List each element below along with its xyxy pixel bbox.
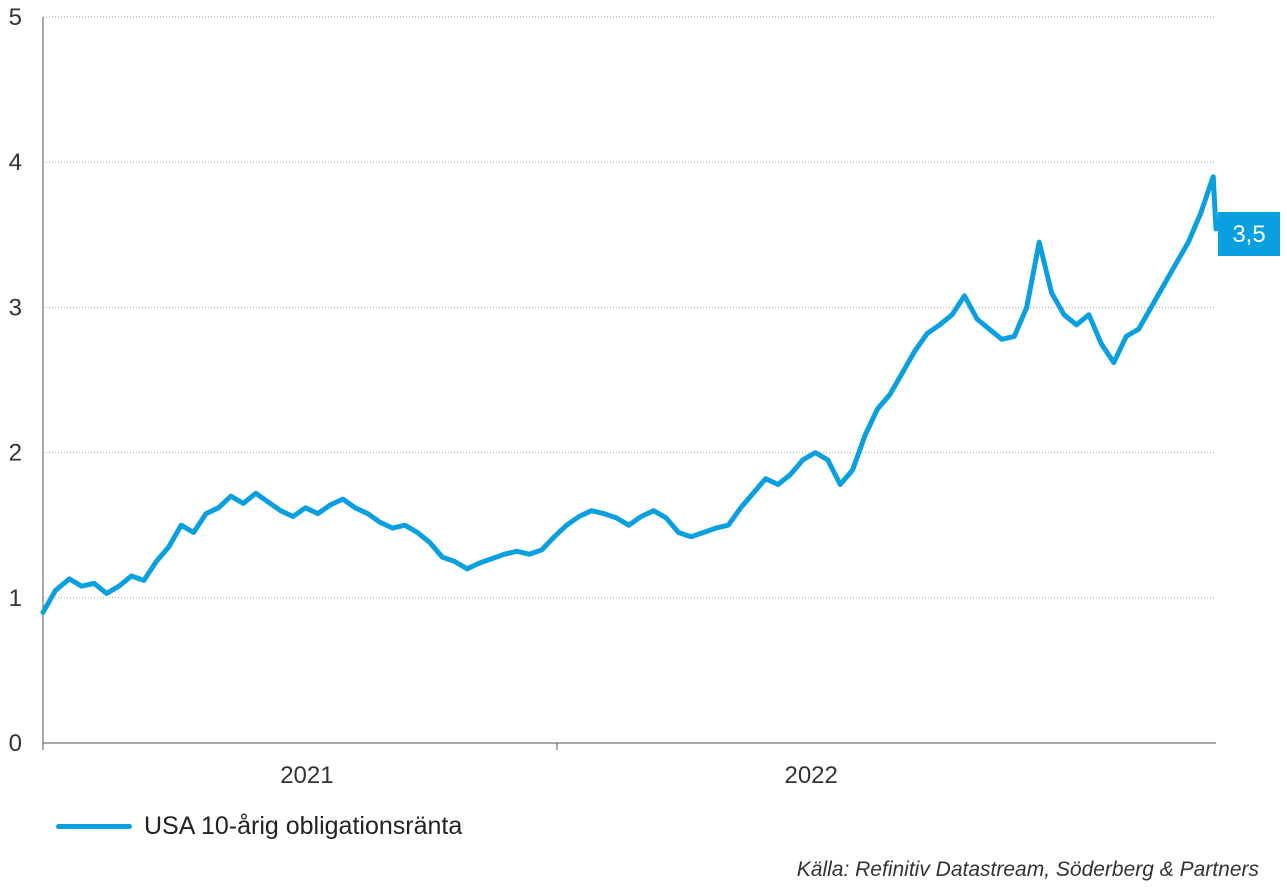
y-tick-label: 5 bbox=[9, 4, 22, 31]
y-axis-ticks: 0 1 2 3 4 5 bbox=[9, 4, 22, 757]
y-tick-label: 4 bbox=[9, 149, 22, 176]
y-tick-label: 2 bbox=[9, 440, 22, 467]
end-value-label: 3,5 bbox=[1218, 212, 1280, 256]
y-tick-label: 3 bbox=[9, 294, 22, 321]
y-tick-label: 0 bbox=[9, 730, 22, 757]
series-line-usa-10y bbox=[40, 174, 1219, 615]
gridlines bbox=[43, 16, 1216, 599]
legend-swatch bbox=[56, 824, 132, 829]
y-tick-label: 1 bbox=[9, 585, 22, 612]
source-note: Källa: Refinitiv Datastream, Söderberg &… bbox=[796, 858, 1259, 881]
x-axis-ticks: 2021 2022 bbox=[42, 743, 838, 789]
legend-label: USA 10-årig obligationsränta bbox=[144, 812, 463, 840]
x-tick-label: 2022 bbox=[784, 762, 837, 789]
line-chart: 0 1 2 3 4 5 2021 2022 3,5 bbox=[9, 4, 1280, 789]
end-value-text: 3,5 bbox=[1232, 221, 1265, 248]
legend: USA 10-årig obligationsränta bbox=[56, 812, 462, 841]
end-value-box bbox=[1218, 212, 1280, 256]
x-tick-label: 2021 bbox=[280, 762, 333, 789]
